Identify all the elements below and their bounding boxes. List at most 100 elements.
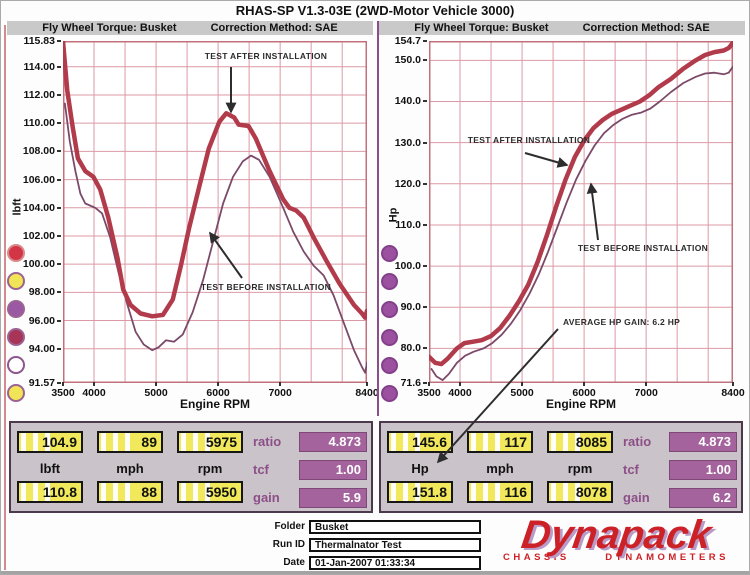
x-tick-label: 3500	[51, 387, 75, 399]
right-header-correction-label: Correction Method: SAE	[582, 22, 710, 34]
torque-xaxis-title: Engine RPM	[179, 397, 250, 411]
y-tick-label: 104.00	[22, 201, 55, 214]
speed-now-display-left: 89	[97, 431, 163, 453]
y-tick-mark	[57, 40, 61, 42]
y-tick-label: 150.0	[394, 54, 421, 67]
x-tick-mark	[62, 382, 64, 386]
y-tick-label: 90.0	[400, 301, 421, 314]
torque-peak-display: 110.8	[17, 481, 83, 503]
hp-peak-display: 151.8	[387, 481, 453, 503]
dynapack-logo-subtitle: CHASSIS DYNAMOMETERS	[487, 552, 745, 563]
y-tick-mark	[423, 382, 427, 384]
tcf-value-right: 1.00	[669, 460, 737, 480]
y-tick-mark	[423, 347, 427, 350]
x-tick-label: 6000	[206, 387, 230, 399]
page-title: RHAS-SP V1.3-03E (2WD-Motor Vehicle 3000…	[235, 3, 515, 18]
legend-dot	[380, 328, 398, 346]
y-tick-mark	[57, 206, 61, 209]
y-tick-label: 80.0	[400, 342, 421, 355]
legend-dot	[380, 384, 398, 402]
y-tick-label: 114.00	[23, 60, 55, 73]
folder-field[interactable]: Busket	[309, 520, 481, 534]
legend-dot	[7, 328, 25, 346]
y-tick-mark	[423, 182, 427, 185]
right-header-torque-label: Fly Wheel Torque: Busket	[414, 22, 549, 34]
y-tick-label: 106.00	[22, 173, 55, 186]
rpm-peak-display-right: 8078	[547, 481, 613, 503]
hp-now-display: 145.6	[387, 431, 453, 453]
y-tick-mark	[57, 65, 61, 68]
gain-label-left: gain	[253, 490, 280, 505]
hp-readout-panel: 145.6 117 8085 Hp mph rpm 151.8 116 8078…	[379, 421, 743, 513]
legend-dot	[380, 356, 398, 374]
x-tick-mark	[428, 382, 430, 386]
x-tick-mark	[459, 382, 462, 386]
x-tick-mark	[93, 382, 96, 386]
x-tick-label: 7000	[634, 387, 658, 399]
y-tick-label: 100.0	[394, 260, 421, 273]
hp-chart-plot	[426, 40, 736, 383]
x-tick-mark	[645, 382, 648, 386]
y-tick-mark	[57, 234, 61, 237]
legend-dot	[7, 272, 25, 290]
gain-value-left: 5.9	[299, 488, 367, 508]
x-tick-label: 4000	[82, 387, 106, 399]
mph-unit-label-left: mph	[116, 461, 144, 476]
gain-label-right: gain	[623, 490, 650, 505]
y-tick-label: 120.0	[394, 177, 421, 190]
y-tick-label: 91.57	[28, 377, 55, 389]
mph-unit-label-right: mph	[486, 461, 514, 476]
y-tick-mark	[57, 178, 61, 181]
x-tick-mark	[366, 382, 368, 386]
left-edge-line	[4, 25, 6, 570]
date-field[interactable]: 01-Jan-2007 01:33:34	[309, 556, 481, 570]
annotation-test-after-right: TEST AFTER INSTALLATION	[467, 135, 591, 145]
annotation-test-before-left: TEST BEFORE INSTALLATION	[200, 282, 332, 292]
tcf-value-left: 1.00	[299, 460, 367, 480]
legend-dot	[7, 356, 25, 374]
rpm-now-display-right: 8085	[547, 431, 613, 453]
x-tick-label: 8400	[355, 387, 379, 399]
x-tick-mark	[217, 382, 220, 386]
x-tick-label: 8400	[721, 387, 745, 399]
run-id-label: Run ID	[272, 539, 305, 550]
annotation-test-before-right: TEST BEFORE INSTALLATION	[577, 243, 709, 253]
tcf-label-left: tcf	[253, 462, 269, 477]
x-tick-mark	[732, 382, 734, 386]
y-tick-label: 110.00	[23, 117, 55, 130]
date-label: Date	[283, 557, 305, 568]
rpm-unit-label-right: rpm	[567, 461, 593, 476]
y-tick-label: 96.00	[28, 314, 55, 327]
legend-dot	[380, 244, 398, 262]
speed-now-display-right: 117	[467, 431, 533, 453]
hp-unit-label: Hp	[411, 461, 429, 476]
y-tick-label: 100.00	[22, 258, 55, 271]
y-tick-mark	[423, 100, 427, 103]
torque-unit-label: lbft	[39, 461, 61, 476]
panel-divider	[377, 21, 379, 416]
legend-dot	[380, 272, 398, 290]
x-tick-label: 7000	[268, 387, 292, 399]
legend-dot	[7, 384, 25, 402]
y-tick-label: 108.00	[22, 145, 55, 158]
speed-peak-display-left: 88	[97, 481, 163, 503]
x-tick-label: 6000	[572, 387, 596, 399]
x-tick-label: 5000	[144, 387, 168, 399]
y-tick-mark	[423, 265, 427, 268]
run-id-field[interactable]: Thermalnator Test	[309, 538, 481, 552]
gain-value-right: 6.2	[669, 488, 737, 508]
torque-yaxis-title: lbft	[11, 198, 24, 216]
ratio-label-right: ratio	[623, 434, 652, 449]
legend-dot	[7, 300, 25, 318]
x-tick-mark	[155, 382, 158, 386]
y-tick-label: 98.00	[28, 286, 55, 299]
dynapack-logo: Dynapack CHASSIS DYNAMOMETERS	[487, 513, 745, 563]
x-tick-mark	[279, 382, 282, 386]
y-tick-mark	[423, 141, 427, 144]
y-tick-mark	[57, 382, 61, 384]
ratio-value-left: 4.873	[299, 432, 367, 452]
folder-label: Folder	[274, 521, 305, 532]
y-tick-label: 94.00	[28, 342, 55, 355]
y-tick-mark	[423, 40, 427, 42]
